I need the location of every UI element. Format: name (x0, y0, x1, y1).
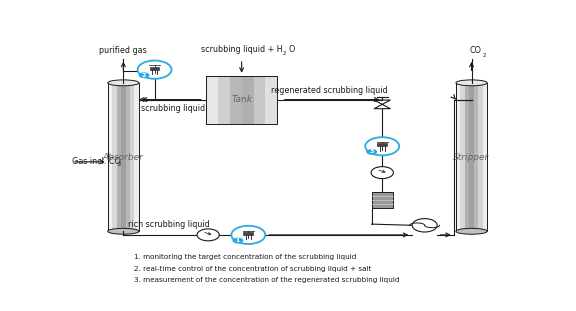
Ellipse shape (456, 228, 487, 234)
Text: 1: 1 (236, 238, 240, 243)
Text: scrubbing liquid + H: scrubbing liquid + H (201, 45, 282, 54)
Bar (108, 83, 112, 231)
Circle shape (365, 137, 399, 156)
Text: 2: 2 (283, 52, 286, 57)
Text: scrubbing liquid: scrubbing liquid (141, 104, 205, 114)
Bar (456, 83, 460, 231)
Text: regenerated scrubbing liquid: regenerated scrubbing liquid (271, 86, 388, 95)
Text: CO: CO (470, 46, 482, 55)
Bar (150, 67, 160, 70)
Text: 2: 2 (118, 162, 122, 167)
Bar (112, 83, 116, 231)
Bar (372, 193, 393, 208)
Circle shape (371, 167, 393, 179)
Bar (230, 76, 241, 123)
Text: 3. measurement of the concentration of the regenerated scrubbing liquid: 3. measurement of the concentration of t… (135, 277, 400, 283)
Ellipse shape (108, 80, 139, 86)
Bar (108, 83, 139, 231)
Text: Gas incl. CO: Gas incl. CO (72, 157, 121, 166)
Text: rich scrubbing liquid: rich scrubbing liquid (128, 220, 210, 229)
Bar (483, 83, 487, 231)
Circle shape (197, 229, 219, 241)
Text: 2. real-time control of the concentration of scrubbing liquid + salt: 2. real-time control of the concentratio… (135, 266, 372, 272)
Bar (121, 83, 126, 231)
Bar (460, 83, 465, 231)
Text: 2: 2 (483, 53, 486, 58)
Bar (206, 76, 218, 123)
Bar (266, 76, 278, 123)
Bar (130, 83, 134, 231)
Text: purified gas: purified gas (100, 46, 147, 55)
Bar (253, 76, 266, 123)
Circle shape (139, 72, 150, 78)
Circle shape (366, 149, 377, 155)
Circle shape (138, 61, 172, 79)
Bar (244, 232, 253, 235)
Text: Stripper: Stripper (453, 153, 490, 161)
Bar (456, 83, 487, 231)
Circle shape (412, 219, 437, 232)
Bar (478, 83, 483, 231)
Bar (135, 83, 139, 231)
Bar (242, 76, 253, 123)
Bar (218, 76, 230, 123)
Bar (206, 76, 278, 123)
Text: Absorber: Absorber (103, 153, 144, 161)
Ellipse shape (108, 228, 139, 234)
Bar (473, 83, 478, 231)
Text: 2: 2 (142, 73, 146, 78)
Text: 3: 3 (370, 149, 374, 155)
Bar (116, 83, 121, 231)
Bar (465, 83, 469, 231)
Text: 1. monitoring the target concentration of the scrubbing liquid: 1. monitoring the target concentration o… (135, 254, 357, 260)
Text: Tank: Tank (231, 95, 252, 104)
Circle shape (232, 238, 243, 244)
Bar (126, 83, 130, 231)
Ellipse shape (456, 80, 487, 86)
Bar (469, 83, 473, 231)
Circle shape (232, 226, 266, 244)
Text: O: O (289, 45, 295, 54)
Bar (377, 143, 387, 146)
